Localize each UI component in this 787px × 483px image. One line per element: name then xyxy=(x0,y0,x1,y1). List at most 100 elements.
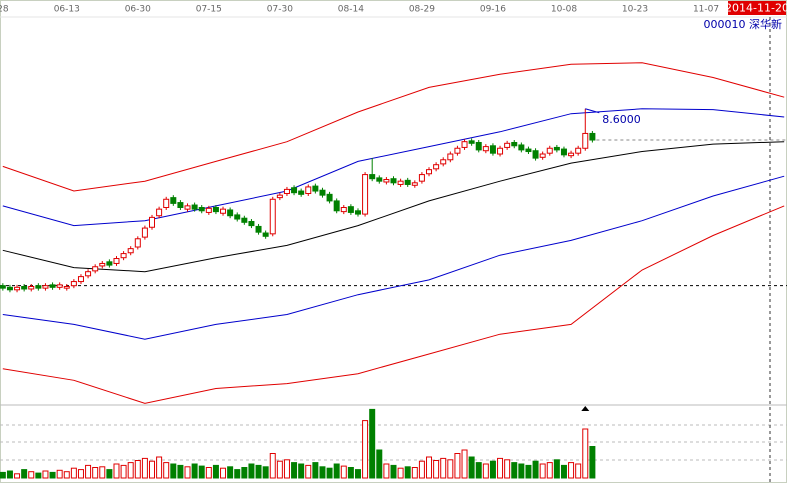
volume-bar xyxy=(475,462,482,479)
date-label: 2014-11-20 xyxy=(725,2,787,15)
candle-body xyxy=(49,284,56,288)
volume-bar xyxy=(141,457,148,479)
candle-body xyxy=(6,286,13,291)
candle-body xyxy=(248,220,255,227)
volume-bar xyxy=(433,460,440,479)
volume-bar xyxy=(397,467,404,479)
volume-bar xyxy=(582,428,589,479)
volume-bar xyxy=(447,459,454,479)
candle-body xyxy=(205,207,212,213)
volume-bar xyxy=(127,462,134,479)
volume-bar xyxy=(568,462,575,479)
candle-body xyxy=(184,205,191,210)
volume-bar xyxy=(113,463,120,479)
volume-bar xyxy=(340,465,347,479)
candle-body xyxy=(418,174,425,182)
volume-bar xyxy=(77,469,84,479)
volume-bar xyxy=(489,460,496,479)
volume-bar xyxy=(106,469,113,479)
candle-body xyxy=(177,202,184,208)
volume-bar xyxy=(504,459,511,479)
volume-bar xyxy=(560,464,567,479)
candle-body xyxy=(106,261,113,266)
candle-body xyxy=(461,141,468,148)
volume-bar xyxy=(376,449,383,479)
candle-body xyxy=(376,177,383,182)
volume-bar xyxy=(553,459,560,479)
volume-bar xyxy=(283,459,290,479)
candle-body xyxy=(127,248,134,254)
x-tick-label: 11-07 xyxy=(693,5,719,15)
candle-body xyxy=(489,145,496,154)
volume-bar xyxy=(497,457,504,479)
volume-bar xyxy=(63,471,70,479)
volume-bar xyxy=(35,472,42,479)
volume-bar xyxy=(220,467,227,479)
candle-body xyxy=(539,153,546,158)
band-line xyxy=(2,141,785,273)
volume-bar xyxy=(191,463,198,479)
volume-bar xyxy=(333,463,340,479)
volume-bar xyxy=(532,460,539,479)
candle-body xyxy=(42,285,49,289)
volume-bar xyxy=(468,456,475,479)
candle-body xyxy=(454,147,461,154)
volume-bar xyxy=(42,470,49,479)
candle-body xyxy=(411,182,418,186)
volume-bar xyxy=(212,464,219,479)
candle-body xyxy=(212,207,219,213)
candle-body xyxy=(582,132,589,149)
candle-body xyxy=(511,141,518,147)
chart-title: 000010 深华新 xyxy=(704,17,783,31)
volume-bar xyxy=(418,460,425,479)
volume-bar xyxy=(28,471,35,479)
candle-body xyxy=(504,142,511,148)
candle-body xyxy=(426,169,433,175)
candle-body xyxy=(404,179,411,185)
candle-body xyxy=(283,188,290,195)
candle-body xyxy=(340,207,347,213)
candle-body xyxy=(141,227,148,238)
volume-bar xyxy=(575,463,582,479)
x-tick-label: 08-14 xyxy=(338,5,364,15)
candle-body xyxy=(134,238,141,248)
candle-body xyxy=(298,190,305,195)
candle-body xyxy=(149,216,156,228)
candle-body xyxy=(354,210,361,215)
candle-body xyxy=(326,193,333,202)
candle-body xyxy=(92,266,99,272)
band-line xyxy=(2,62,785,192)
volume-bar xyxy=(241,467,248,479)
candle-body xyxy=(305,186,312,195)
volume-bar xyxy=(70,467,77,479)
candle-body xyxy=(255,225,262,233)
volume-bar xyxy=(0,471,6,479)
candle-body xyxy=(468,140,475,144)
volume-bar xyxy=(518,463,525,479)
candle-body xyxy=(113,258,120,264)
candle-body xyxy=(390,178,397,184)
volume-bar xyxy=(269,453,276,479)
candle-body xyxy=(191,204,198,210)
date-box xyxy=(728,1,786,15)
annotation-label: 8.6000 xyxy=(602,113,641,126)
candle-body xyxy=(291,187,298,194)
candle-body xyxy=(28,286,35,290)
candle-body xyxy=(518,144,525,151)
candle-body xyxy=(262,232,269,237)
volume-marker xyxy=(581,406,590,411)
volume-bar xyxy=(205,467,212,479)
volume-bar xyxy=(262,466,269,479)
candle-body xyxy=(85,271,92,277)
candle-body xyxy=(170,197,177,204)
x-tick-label: 10-23 xyxy=(622,5,648,15)
volume-bar xyxy=(163,462,170,479)
candle-body xyxy=(0,285,6,289)
volume-bar xyxy=(291,462,298,479)
volume-bar xyxy=(184,466,191,479)
volume-bar xyxy=(198,465,205,479)
candle-body xyxy=(589,132,596,141)
candle-body xyxy=(440,159,447,165)
